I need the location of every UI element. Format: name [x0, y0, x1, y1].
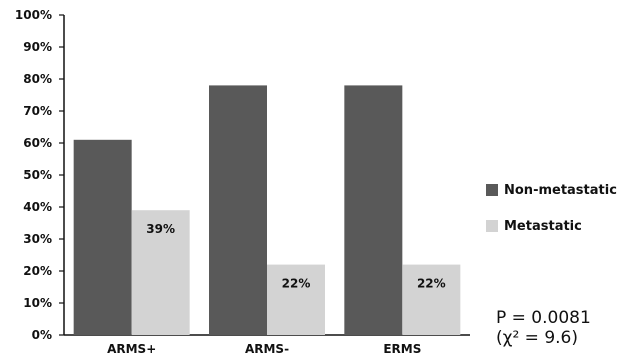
legend-item-non-metastatic: Non-metastatic: [486, 172, 617, 208]
x-category-label: ERMS: [383, 342, 421, 356]
y-tick-label: 100%: [15, 8, 52, 22]
statistics-annotation: P = 0.0081 (χ² = 9.6): [496, 308, 591, 348]
y-tick-label: 80%: [23, 72, 52, 86]
bar-non-metastatic-arms-: [209, 85, 267, 336]
y-tick-label: 20%: [23, 264, 52, 278]
data-label: 22%: [282, 277, 311, 291]
bar-metastatic-arms-: [267, 264, 325, 335]
legend-swatch-non-metastatic: [486, 184, 498, 196]
legend-item-metastatic: Metastatic: [486, 208, 617, 244]
legend-swatch-metastatic: [486, 220, 498, 232]
y-tick-label: 90%: [23, 40, 52, 54]
legend: Non-metastatic Metastatic: [486, 172, 617, 244]
y-tick-label: 60%: [23, 136, 52, 150]
bar-chart: 0%10%20%30%40%50%60%70%80%90%100% ARMS+ A…: [15, 8, 470, 356]
y-tick-label: 10%: [23, 296, 52, 310]
x-axis: ARMS+ ARMS- ERMS: [64, 334, 470, 356]
y-axis: 0% 10% 20% 30% 40% 50% 60% 70% 80% 90% 100%: [15, 8, 65, 342]
y-tick-label: 40%: [23, 200, 52, 214]
y-tick-label: 70%: [23, 104, 52, 118]
bar-metastatic-arms-: [131, 210, 190, 335]
legend-label-non-metastatic: Non-metastatic: [504, 182, 617, 198]
y-tick-label: 0%: [32, 328, 52, 342]
legend-label-metastatic: Metastatic: [504, 218, 582, 234]
x-category-label: ARMS-: [245, 342, 289, 356]
bar-metastatic-erms: [402, 264, 461, 335]
chi-square: (χ² = 9.6): [496, 328, 578, 348]
p-value: P = 0.0081: [496, 308, 591, 328]
data-label: 22%: [417, 277, 446, 291]
y-tick-label: 30%: [23, 232, 52, 246]
bar-non-metastatic-erms: [344, 85, 403, 336]
bar-non-metastatic-arms-: [73, 139, 132, 335]
data-label: 39%: [146, 222, 175, 236]
y-tick-label: 50%: [23, 168, 52, 182]
data-labels: 39% 22% 22%: [146, 222, 445, 290]
x-category-label: ARMS+: [107, 342, 156, 356]
bars: [73, 85, 461, 336]
